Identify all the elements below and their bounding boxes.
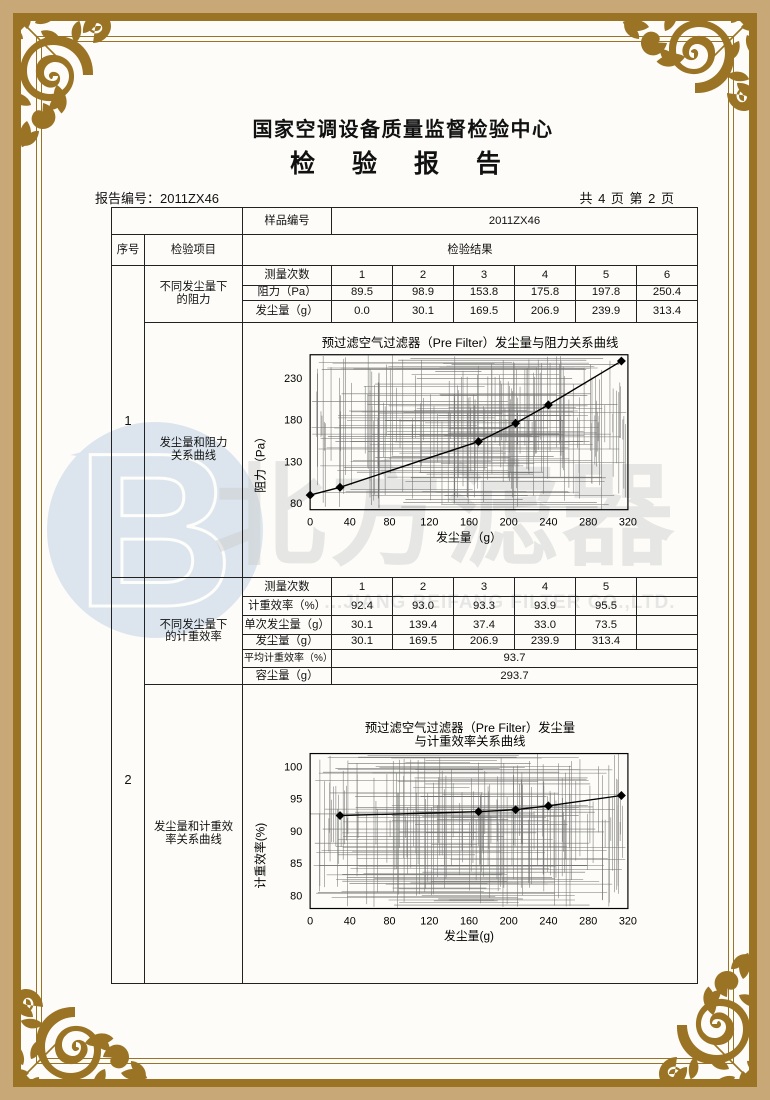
- svg-text:0: 0: [307, 915, 313, 927]
- svg-text:85: 85: [290, 858, 302, 870]
- svg-text:40: 40: [344, 915, 356, 927]
- svg-text:计重效率(%): 计重效率(%): [254, 822, 268, 888]
- svg-text:320: 320: [619, 517, 637, 529]
- svg-text:240: 240: [539, 517, 557, 529]
- svg-text:90: 90: [290, 826, 302, 838]
- svg-text:280: 280: [579, 517, 597, 529]
- svg-text:80: 80: [290, 498, 302, 510]
- svg-text:200: 200: [500, 517, 518, 529]
- svg-text:发尘量（g）: 发尘量（g）: [436, 531, 502, 545]
- svg-text:280: 280: [579, 915, 597, 927]
- svg-text:200: 200: [500, 915, 518, 927]
- svg-text:预过滤空气过滤器（Pre Filter）发尘量与阻力关系曲线: 预过滤空气过滤器（Pre Filter）发尘量与阻力关系曲线: [322, 335, 619, 350]
- svg-text:130: 130: [284, 457, 302, 469]
- svg-text:40: 40: [344, 517, 356, 529]
- svg-text:180: 180: [284, 415, 302, 427]
- svg-text:120: 120: [420, 915, 438, 927]
- svg-text:230: 230: [284, 373, 302, 385]
- svg-text:95: 95: [290, 793, 302, 805]
- svg-text:0: 0: [307, 517, 313, 529]
- svg-text:发尘量(g): 发尘量(g): [444, 929, 494, 943]
- svg-text:80: 80: [290, 890, 302, 902]
- svg-text:80: 80: [384, 517, 396, 529]
- svg-text:预过滤空气过滤器（Pre Filter）发尘量: 预过滤空气过滤器（Pre Filter）发尘量: [365, 720, 575, 735]
- svg-text:160: 160: [460, 517, 478, 529]
- svg-text:与计重效率关系曲线: 与计重效率关系曲线: [415, 733, 526, 748]
- svg-text:100: 100: [284, 761, 302, 773]
- svg-text:80: 80: [384, 915, 396, 927]
- svg-text:阻力（Pa）: 阻力（Pa）: [254, 431, 268, 493]
- svg-text:160: 160: [460, 915, 478, 927]
- svg-text:120: 120: [420, 517, 438, 529]
- svg-text:240: 240: [539, 915, 557, 927]
- svg-text:320: 320: [619, 915, 637, 927]
